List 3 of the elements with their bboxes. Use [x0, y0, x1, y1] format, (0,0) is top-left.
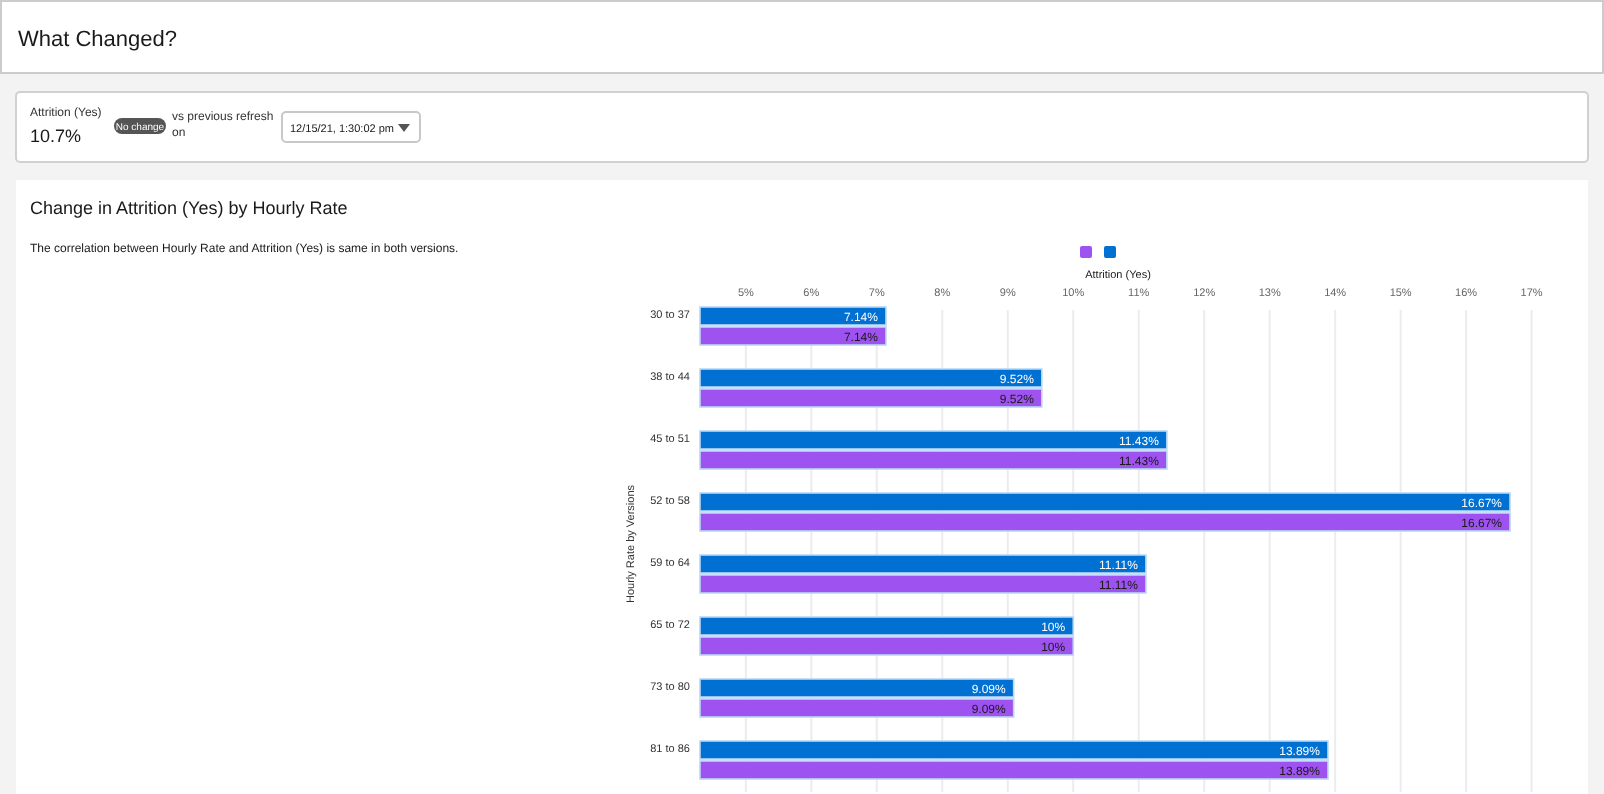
text: What Changed?: [18, 28, 177, 52]
text: 10.7%: [30, 126, 82, 146]
text: Change in Attrition (Yes) by Hourly Rate: [30, 198, 348, 218]
